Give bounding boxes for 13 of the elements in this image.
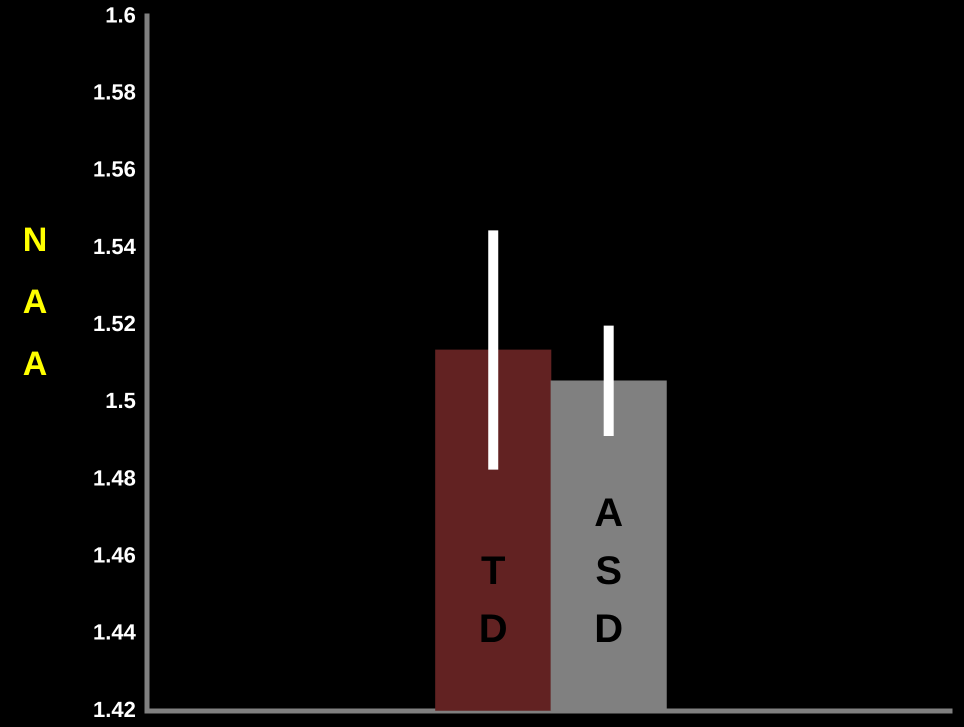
x-tick-label: TD	[478, 548, 508, 651]
y-tick-label: 1.46	[92, 542, 136, 568]
y-tick-label: 1.44	[92, 620, 137, 645]
x-tick-label: ASD	[594, 490, 624, 651]
y-tick-label: 1.42	[92, 696, 136, 722]
y-tick-label: 1.54	[92, 234, 137, 259]
y-tick-label: 1.52	[92, 310, 136, 336]
y-tick-label: 1.56	[92, 156, 136, 182]
y-tick-label: 1.58	[92, 79, 136, 104]
y-tick-label: 1.5	[105, 388, 136, 414]
y-tick-label: 1.48	[92, 465, 136, 490]
y-tick-label: 1.6	[105, 2, 136, 28]
y-axis-title: NAA	[22, 220, 48, 383]
